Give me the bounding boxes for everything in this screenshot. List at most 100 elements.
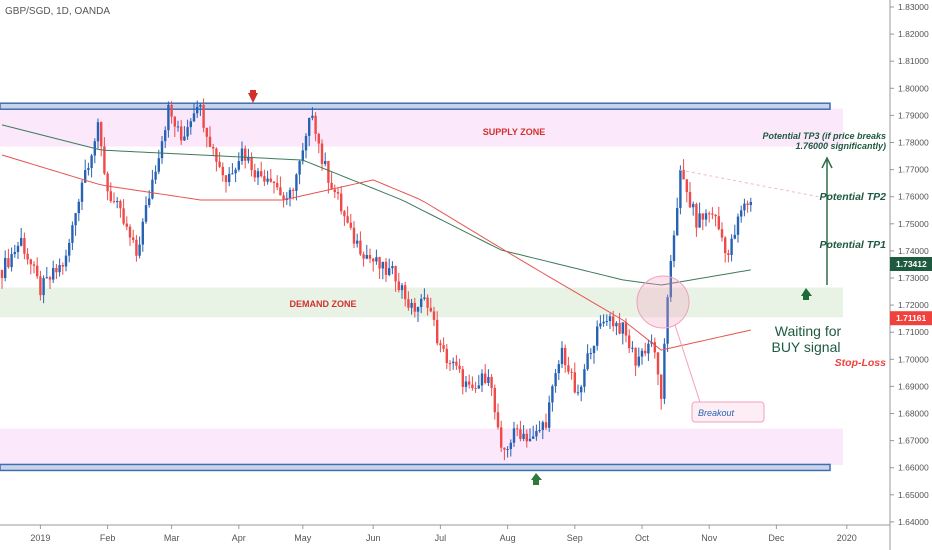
y-tick-label: 1.72000: [898, 300, 929, 310]
candle-body: [365, 254, 368, 259]
candle-body: [596, 326, 599, 346]
candle-body: [656, 352, 660, 375]
supply-level-bar: [0, 102, 831, 110]
candle-body: [128, 226, 132, 238]
candle-body: [298, 161, 301, 175]
candle-body: [647, 343, 650, 354]
candle-body: [442, 345, 445, 349]
candle-body: [698, 213, 701, 228]
candle-body: [29, 259, 32, 265]
candle-body: [458, 365, 461, 370]
candle-body: [400, 285, 404, 291]
candle-body: [244, 148, 247, 161]
candle-body: [279, 187, 282, 196]
candle-body: [196, 106, 199, 114]
candle-body: [679, 169, 682, 208]
candle-body: [621, 322, 624, 334]
candle-body: [212, 146, 215, 149]
y-tick-label: 1.78000: [898, 138, 929, 148]
candle-body: [90, 155, 93, 169]
moving-average-line-0: [1, 124, 751, 286]
candle-body: [292, 189, 295, 191]
x-tick-label: Dec: [768, 533, 785, 543]
candle-body: [708, 213, 711, 215]
candle-body: [64, 255, 68, 267]
y-tick-label: 1.79000: [898, 110, 929, 120]
candle-body: [282, 195, 285, 200]
candle-body: [711, 213, 714, 215]
y-tick-label: 1.81000: [898, 56, 929, 66]
candle-body: [340, 193, 343, 212]
down-arrow-icon: [248, 90, 258, 103]
candle-body: [48, 277, 52, 280]
y-tick-label: 1.75000: [898, 219, 929, 229]
candle-body: [170, 104, 173, 117]
y-tick-label: 1.69000: [898, 381, 929, 391]
candle-body: [730, 238, 733, 256]
candle-body: [224, 175, 228, 183]
candle-body: [208, 136, 212, 147]
candle-body: [20, 238, 23, 246]
candle-body: [720, 229, 724, 238]
candle-body: [522, 433, 525, 439]
candle-body: [352, 227, 356, 244]
candle-body: [490, 376, 493, 388]
candle-body: [112, 201, 116, 203]
candle-body: [10, 254, 13, 268]
x-tick-label: 2020: [837, 533, 857, 543]
x-tick-label: Jun: [366, 533, 381, 543]
candle-body: [637, 356, 640, 366]
candle-body: [176, 126, 180, 128]
candle-body: [103, 146, 106, 174]
x-tick-label: Oct: [635, 533, 650, 543]
candle-body: [496, 412, 500, 428]
x-tick-label: Aug: [500, 533, 516, 543]
candle-body: [247, 156, 250, 161]
price-label-badge: [890, 257, 932, 271]
candle-body: [16, 245, 20, 253]
moving-average-line-1: [1, 154, 751, 351]
candle-body: [580, 386, 583, 393]
support-level-bar: [0, 463, 831, 472]
candle-body: [394, 266, 397, 282]
candle-body: [189, 121, 192, 128]
candle-body: [183, 136, 186, 141]
breakout-callout: [691, 401, 765, 423]
candle-body: [695, 204, 698, 228]
candle-body: [452, 361, 455, 364]
target-arrowhead-icon: [821, 156, 833, 169]
candle-body: [663, 343, 666, 399]
y-tick-label: 1.68000: [898, 409, 929, 419]
candle-body: [592, 345, 596, 354]
candle-body: [439, 343, 442, 346]
candle-body: [605, 321, 608, 323]
candle-body: [599, 323, 602, 327]
candle-body: [564, 347, 567, 366]
candle-body: [160, 141, 164, 159]
candle-body: [512, 428, 516, 443]
candle-body: [474, 388, 477, 390]
candle-body: [618, 323, 621, 334]
zone-0: [0, 108, 843, 147]
candle-body: [560, 347, 564, 365]
candle-body: [77, 201, 80, 214]
y-tick-label: 1.73000: [898, 273, 929, 283]
candle-body: [727, 253, 730, 256]
candle-body: [602, 321, 605, 324]
candle-body: [544, 422, 548, 428]
candle-body: [554, 373, 557, 387]
y-tick-label: 1.67000: [898, 436, 929, 446]
candle-body: [7, 258, 10, 268]
candle-body: [471, 384, 474, 389]
candle-body: [36, 265, 39, 277]
y-tick-label: 1.77000: [898, 165, 929, 175]
candle-body: [372, 258, 375, 262]
candle-body: [688, 192, 692, 208]
candle-body: [272, 181, 276, 184]
candle-body: [468, 381, 471, 385]
candle-body: [381, 261, 384, 269]
candle-body: [429, 307, 432, 312]
x-tick-label: Apr: [232, 533, 246, 543]
